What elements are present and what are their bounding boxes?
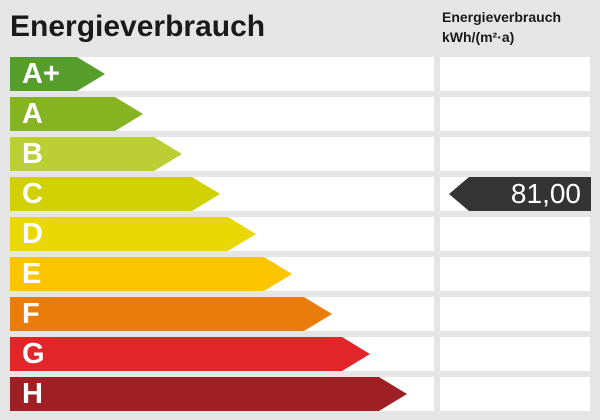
energy-class-label: G	[22, 338, 45, 370]
energy-class-label: F	[22, 298, 40, 330]
energy-class-arrow: H	[10, 377, 407, 411]
scale-row-h: H	[0, 377, 600, 411]
energy-class-arrow: B	[10, 137, 182, 171]
page-title: Energieverbrauch	[10, 10, 266, 43]
energy-class-arrow: C	[10, 177, 220, 211]
energy-class-arrow: D	[10, 217, 256, 251]
scale-row-a: A	[0, 97, 600, 131]
energy-class-label: A	[22, 98, 43, 130]
scale-row-a-plus: A+	[0, 57, 600, 91]
energy-class-arrow: F	[10, 297, 332, 331]
row-cell-right	[440, 97, 590, 131]
row-cell-right	[440, 377, 590, 411]
scale-row-b: B	[0, 137, 600, 171]
row-cell-right	[440, 337, 590, 371]
energy-class-label: E	[22, 258, 42, 290]
energy-class-label: H	[22, 378, 43, 410]
row-cell-right	[440, 297, 590, 331]
energy-class-label: D	[22, 218, 43, 250]
consumption-value-arrow: 81,00	[449, 177, 591, 211]
energy-class-arrow: A	[10, 97, 143, 131]
row-cell-right	[440, 257, 590, 291]
energy-class-arrow: E	[10, 257, 292, 291]
scale-row-e: E	[0, 257, 600, 291]
row-cell-right	[440, 57, 590, 91]
energy-class-label: A+	[22, 58, 60, 90]
scale-row-g: G	[0, 337, 600, 371]
row-cell-right	[440, 217, 590, 251]
energy-class-label: C	[22, 178, 43, 210]
row-cell-right	[440, 137, 590, 171]
energy-class-label: B	[22, 138, 43, 170]
unit-header-line2: kWh/(m²·a)	[442, 29, 515, 45]
scale-row-f: F	[0, 297, 600, 331]
consumption-value: 81,00	[510, 178, 581, 209]
unit-header-line1: Energieverbrauch	[442, 9, 562, 25]
scale-row-d: D	[0, 217, 600, 251]
unit-header: Energieverbrauch kWh/(m²·a)	[442, 7, 561, 47]
energy-class-arrow: G	[10, 337, 370, 371]
